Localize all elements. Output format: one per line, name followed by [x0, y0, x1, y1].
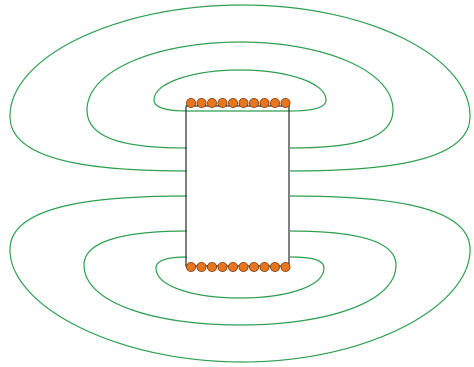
upper-field-line-middle [86, 41, 394, 149]
top-conductor-7 [248, 98, 259, 109]
top-conductor-1 [185, 98, 196, 109]
top-conductor-2 [196, 98, 207, 109]
bottom-conductor-6 [238, 261, 249, 272]
bottom-conductor-1 [185, 261, 196, 272]
top-conductor-5 [227, 98, 238, 109]
bottom-conductor-row [185, 261, 291, 272]
lower-field-line-outer [9, 195, 471, 363]
lower-field-line-middle [83, 230, 397, 326]
lower-field-line-inner [155, 256, 325, 299]
upper-field-lines [9, 4, 471, 172]
lower-field-lines [9, 195, 471, 363]
bottom-conductor-8 [259, 261, 270, 272]
bottom-conductor-5 [227, 261, 238, 272]
top-conductor-6 [238, 98, 249, 109]
bottom-conductor-7 [248, 261, 259, 272]
upper-field-line-inner [153, 69, 327, 112]
bottom-conductor-4 [217, 261, 228, 272]
top-conductor-4 [217, 98, 228, 109]
top-conductor-3 [206, 98, 217, 109]
upper-field-line-outer [9, 4, 471, 172]
bottom-conductor-10 [280, 261, 291, 272]
top-conductor-10 [280, 98, 291, 109]
top-conductor-8 [259, 98, 270, 109]
bottom-conductor-9 [269, 261, 280, 272]
top-conductor-row [185, 98, 291, 109]
top-conductor-9 [269, 98, 280, 109]
bottom-conductor-3 [206, 261, 217, 272]
bottom-conductor-2 [196, 261, 207, 272]
